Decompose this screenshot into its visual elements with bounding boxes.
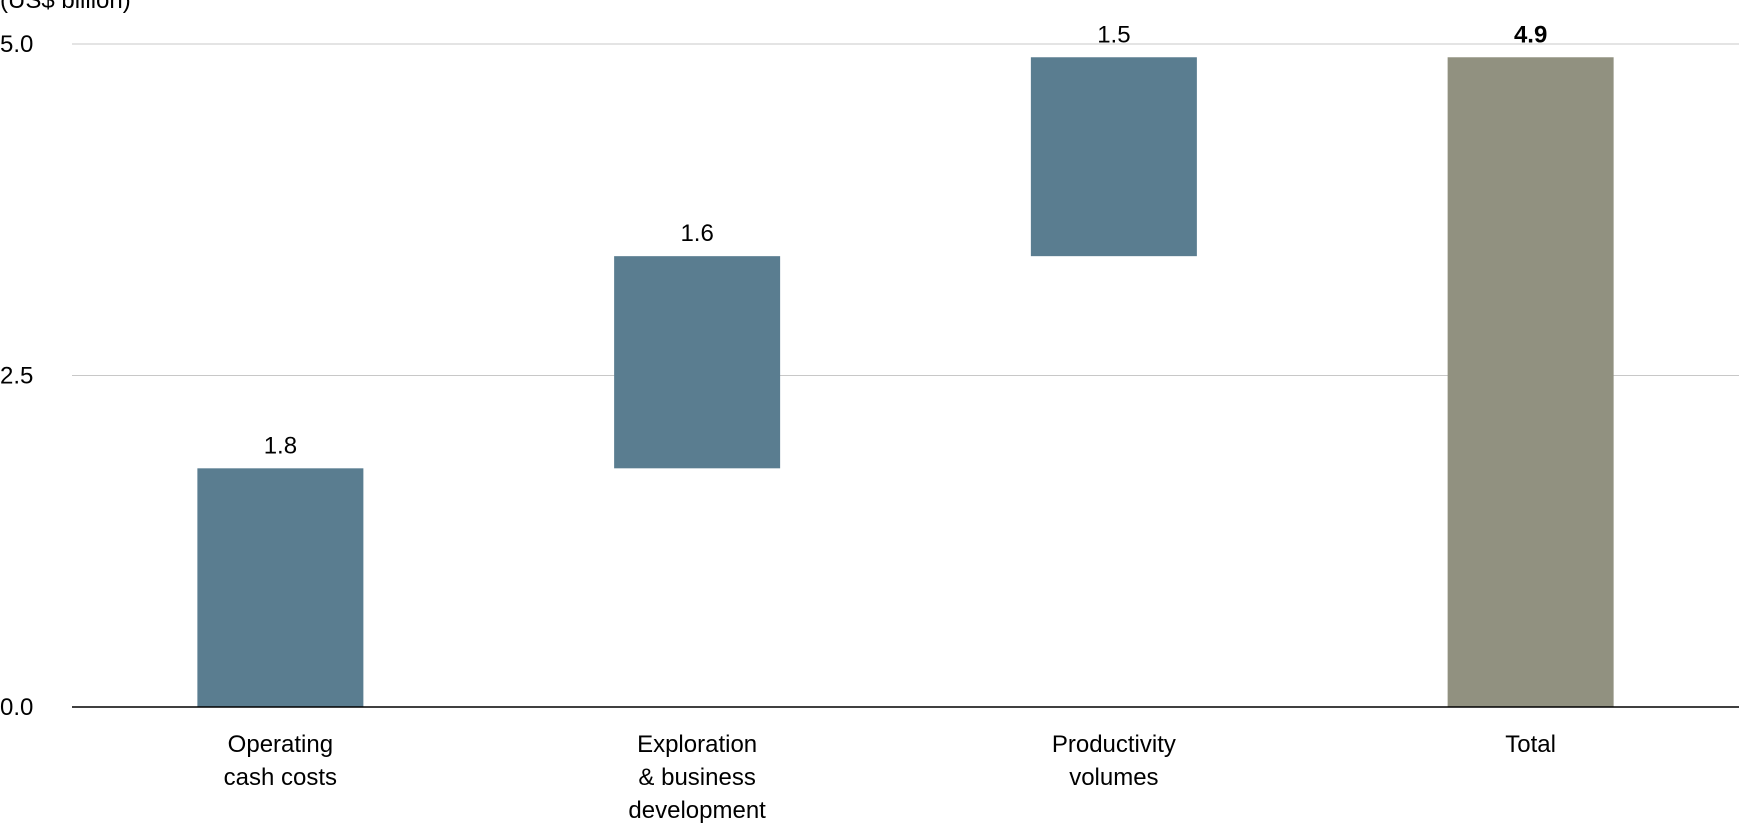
- category-label-line: Exploration: [637, 731, 757, 758]
- category-label-line: development: [628, 797, 766, 824]
- data-label: 4.9: [1514, 21, 1547, 48]
- increment-bar: [1031, 57, 1197, 256]
- data-label: 1.6: [680, 220, 713, 247]
- category-label-line: & business: [638, 764, 755, 791]
- category-label: Exploration & business development: [628, 731, 766, 824]
- y-tick-label: 2.5: [0, 363, 33, 390]
- total-bar: [1448, 57, 1614, 707]
- increment-bar: [614, 256, 780, 468]
- y-tick-label: 0.0: [0, 694, 33, 721]
- category-label: Operating cash costs: [224, 731, 337, 791]
- category-label-line: Total: [1505, 731, 1556, 758]
- category-label: Total: [1505, 731, 1556, 758]
- category-label-line: cash costs: [224, 764, 337, 791]
- category-label: Productivity volumes: [1052, 731, 1176, 791]
- category-label-line: Productivity: [1052, 731, 1176, 758]
- bars: [197, 57, 1613, 707]
- data-label: 1.5: [1097, 21, 1130, 48]
- y-unit-label: (US$ billion): [0, 0, 131, 14]
- category-label-line: volumes: [1069, 764, 1158, 791]
- data-label: 1.8: [264, 432, 297, 459]
- category-label-line: Operating: [228, 731, 333, 758]
- increment-bar: [197, 468, 363, 707]
- y-tick-label: 5.0: [0, 31, 33, 58]
